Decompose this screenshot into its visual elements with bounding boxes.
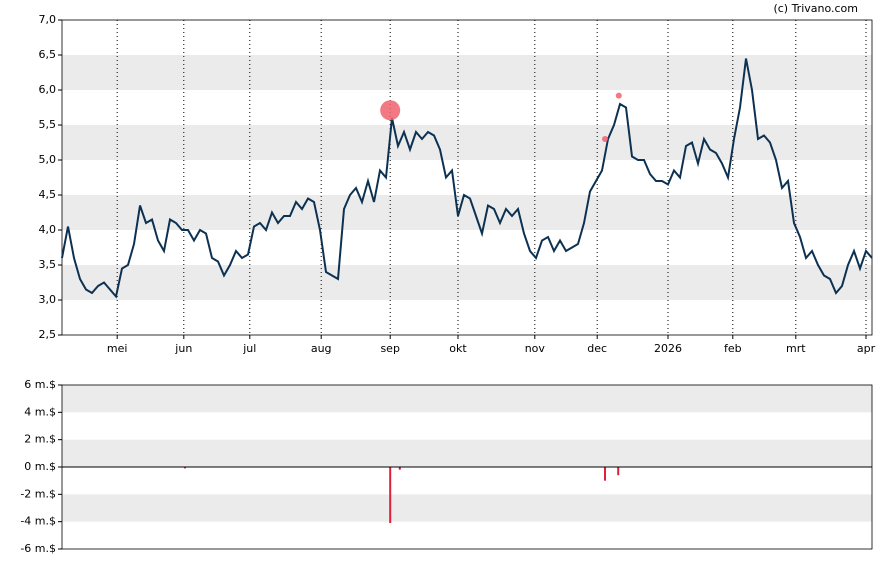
y-tick-label: -2 m.$ xyxy=(20,487,56,500)
y-tick-label: 3,5 xyxy=(39,258,57,271)
bar xyxy=(389,467,392,524)
y-tick-label: 5,5 xyxy=(39,118,57,131)
x-tick-label: 2026 xyxy=(654,342,682,355)
band xyxy=(62,385,872,413)
y-tick-label: 4 m.$ xyxy=(24,405,56,418)
bar xyxy=(604,467,606,481)
bar xyxy=(617,467,620,476)
x-tick-label: aug xyxy=(311,342,332,355)
bar xyxy=(184,467,186,469)
x-tick-label: okt xyxy=(449,342,467,355)
y-tick-label: 0 m.$ xyxy=(24,460,56,473)
y-tick-label: 4,0 xyxy=(39,223,57,236)
y-tick-label: -6 m.$ xyxy=(20,542,56,555)
event-marker xyxy=(602,136,608,142)
band xyxy=(62,265,872,300)
band xyxy=(62,195,872,230)
y-tick-label: 6,5 xyxy=(39,48,57,61)
x-tick-label: sep xyxy=(380,342,399,355)
y-tick-label: 5,0 xyxy=(39,153,57,166)
y-tick-label: 2 m.$ xyxy=(24,433,56,446)
y-tick-label: 3,0 xyxy=(39,293,57,306)
x-tick-label: jun xyxy=(174,342,192,355)
band xyxy=(62,494,872,522)
watermark: (c) Trivano.com xyxy=(773,2,858,15)
band xyxy=(62,125,872,160)
band xyxy=(62,439,872,467)
y-tick-label: 2,5 xyxy=(39,328,57,341)
y-tick-label: 6,0 xyxy=(39,83,57,96)
x-tick-label: mei xyxy=(107,342,128,355)
event-marker xyxy=(615,92,622,99)
event-marker xyxy=(380,100,401,121)
x-tick-label: mrt xyxy=(786,342,806,355)
x-tick-label: apr xyxy=(857,342,876,355)
bar xyxy=(398,467,401,470)
price-line xyxy=(61,58,873,299)
y-tick-label: 7,0 xyxy=(39,13,57,26)
y-tick-label: -4 m.$ xyxy=(20,515,56,528)
x-tick-label: jul xyxy=(242,342,256,355)
plot-frame xyxy=(61,19,873,336)
x-tick-label: feb xyxy=(724,342,742,355)
x-tick-label: nov xyxy=(525,342,546,355)
band xyxy=(62,55,872,90)
y-tick-label: 4,5 xyxy=(39,188,57,201)
x-tick-label: dec xyxy=(587,342,607,355)
y-tick-label: 6 m.$ xyxy=(24,378,56,391)
